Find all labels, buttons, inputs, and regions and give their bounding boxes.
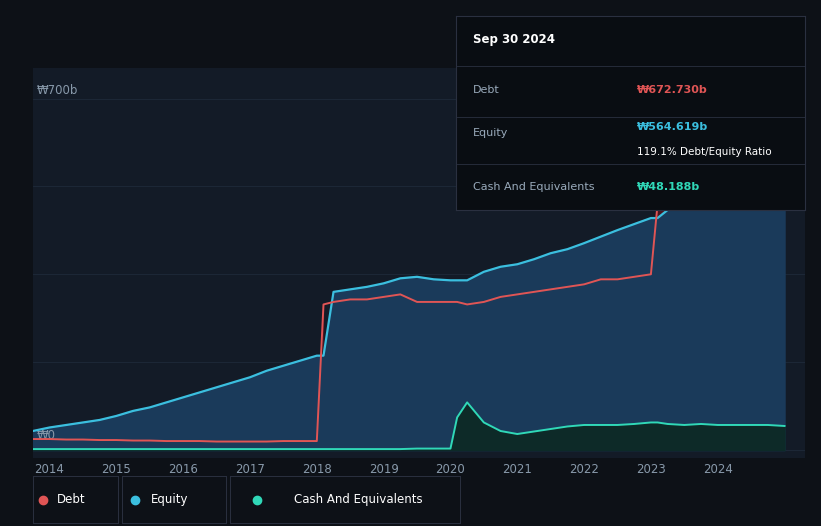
Text: Equity: Equity	[151, 493, 189, 506]
Text: ₩48.188b: ₩48.188b	[637, 182, 700, 192]
Text: Cash And Equivalents: Cash And Equivalents	[294, 493, 423, 506]
Text: Debt: Debt	[57, 493, 85, 506]
Text: ₩564.619b: ₩564.619b	[637, 122, 709, 132]
Text: ₩672.730b: ₩672.730b	[637, 85, 708, 95]
Text: Equity: Equity	[473, 127, 508, 138]
Text: Sep 30 2024: Sep 30 2024	[473, 33, 555, 46]
Text: Cash And Equivalents: Cash And Equivalents	[473, 182, 594, 192]
Text: Debt: Debt	[473, 85, 500, 95]
Text: ₩0: ₩0	[37, 429, 56, 442]
Text: 119.1% Debt/Equity Ratio: 119.1% Debt/Equity Ratio	[637, 147, 772, 157]
Text: ₩700b: ₩700b	[37, 84, 78, 97]
